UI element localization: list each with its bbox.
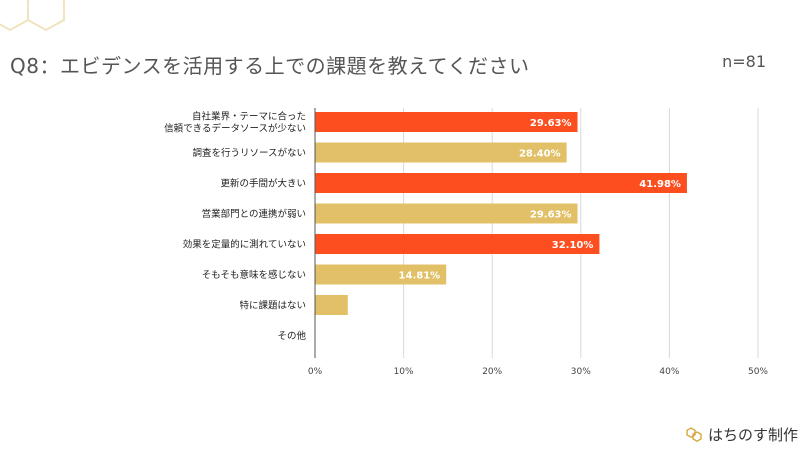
category-label: 特に課題はない <box>239 300 306 312</box>
category-label: その他 <box>277 330 306 342</box>
x-tick-label: 30% <box>571 367 591 377</box>
x-tick-label: 20% <box>482 367 502 377</box>
category-label: そもそも意味を感じない <box>202 269 306 281</box>
honeycomb-icon <box>686 426 702 442</box>
bar-data-label: 41.98% <box>639 179 681 190</box>
chart-title: Q8：エビデンスを活用する上での課題を教えてください <box>10 54 530 78</box>
bar-data-label: 14.81% <box>399 271 441 282</box>
sample-size: n=81 <box>722 52 766 71</box>
bar <box>315 203 578 224</box>
x-tick-label: 0% <box>308 367 323 377</box>
category-label: 信頼できるデータソースが少ない <box>164 123 306 135</box>
bar <box>315 295 348 315</box>
category-label: 調査を行うリソースがない <box>192 147 306 159</box>
category-label: 効果を定量的に測れていない <box>183 239 306 251</box>
x-tick-label: 50% <box>748 367 768 377</box>
honeycomb-decoration <box>0 0 65 32</box>
x-tick-label: 40% <box>659 367 679 377</box>
bar-data-label: 28.40% <box>519 149 561 160</box>
bar <box>315 112 578 132</box>
bar <box>315 264 447 285</box>
category-label: 更新の手間が大きい <box>220 178 306 190</box>
brand: はちのす制作 <box>685 424 798 445</box>
bar <box>315 234 600 254</box>
bar-data-label: 32.10% <box>552 240 594 251</box>
brand-name: はちのす制作 <box>707 426 798 444</box>
bar-data-label: 29.63% <box>530 210 572 221</box>
bar-data-label: 29.63% <box>530 118 572 129</box>
bar <box>315 142 567 163</box>
x-tick-label: 10% <box>394 367 414 377</box>
bar <box>315 173 687 193</box>
category-label: 営業部門との連携が弱い <box>202 208 306 220</box>
category-label: 自社業界・テーマに合った <box>192 111 306 123</box>
